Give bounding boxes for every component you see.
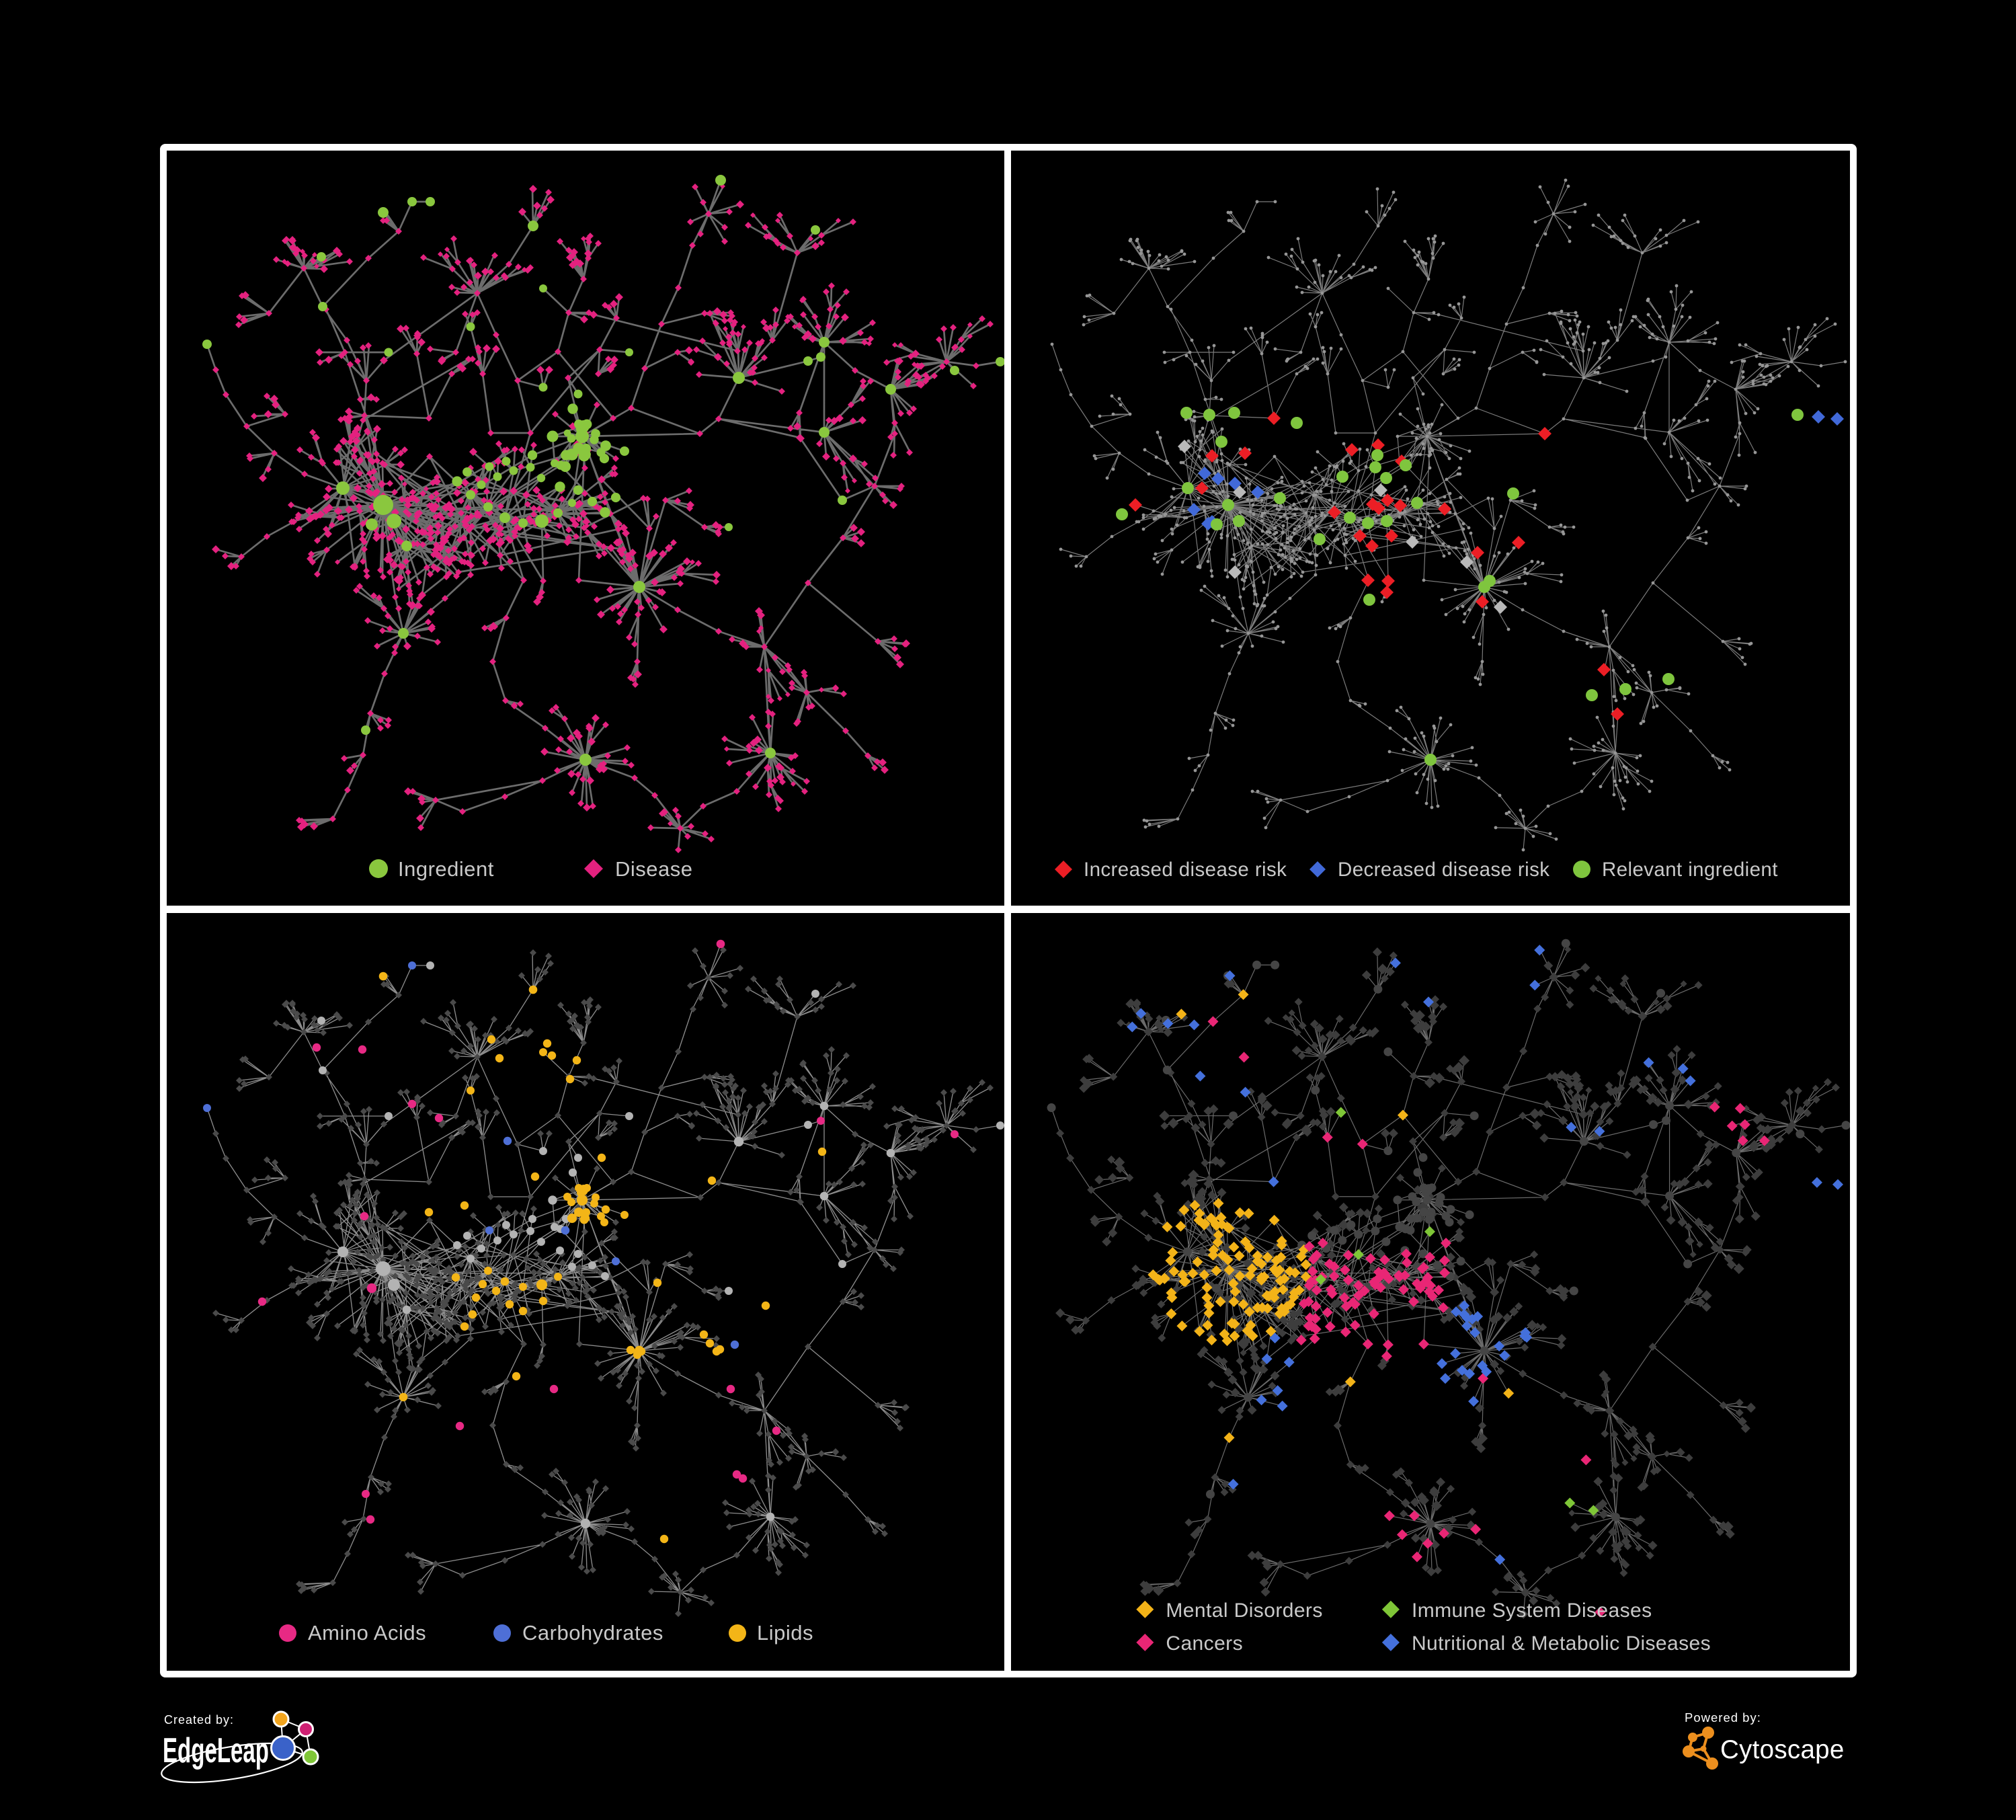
svg-text:Relevant ingredient: Relevant ingredient xyxy=(1602,859,1778,881)
svg-text:Carbohydrates: Carbohydrates xyxy=(522,1621,663,1645)
svg-text:Created by:: Created by: xyxy=(164,1713,234,1727)
svg-text:Decreased disease risk: Decreased disease risk xyxy=(1338,859,1549,881)
svg-text:Nutritional & Metabolic Diseas: Nutritional & Metabolic Diseases xyxy=(1412,1632,1711,1655)
svg-text:Ingredient: Ingredient xyxy=(398,857,494,881)
svg-text:Immune System Diseases: Immune System Diseases xyxy=(1412,1599,1652,1622)
svg-text:Disease: Disease xyxy=(615,857,693,881)
svg-text:Mental Disorders: Mental Disorders xyxy=(1166,1599,1322,1622)
svg-text:Cytoscape: Cytoscape xyxy=(1720,1735,1845,1764)
svg-text:Lipids: Lipids xyxy=(757,1621,813,1645)
svg-text:Cancers: Cancers xyxy=(1166,1632,1243,1655)
svg-text:Increased disease risk: Increased disease risk xyxy=(1084,859,1287,881)
svg-text:Powered by:: Powered by: xyxy=(1685,1710,1761,1725)
svg-text:EdgeLeap: EdgeLeap xyxy=(163,1731,269,1770)
svg-text:Amino Acids: Amino Acids xyxy=(308,1621,426,1645)
